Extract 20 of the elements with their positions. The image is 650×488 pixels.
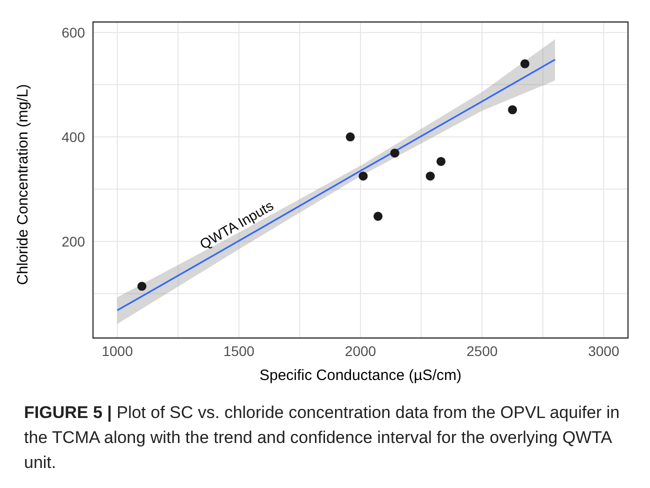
point xyxy=(508,105,518,114)
point xyxy=(520,59,530,68)
y-tick-label: 600 xyxy=(62,24,86,40)
point xyxy=(346,132,355,142)
point xyxy=(358,172,368,181)
x-tick-label: 2000 xyxy=(344,342,376,359)
point xyxy=(390,148,400,158)
point xyxy=(426,172,435,181)
point xyxy=(436,156,446,166)
x-tick-label: 1000 xyxy=(102,342,134,359)
point xyxy=(137,282,146,291)
y-tick-label: 400 xyxy=(62,128,86,145)
point xyxy=(373,212,383,221)
x-tick-label: 1500 xyxy=(223,342,255,359)
x-tick-label: 3000 xyxy=(588,342,620,359)
x-axis-title: Specific Conductance (µS/cm) xyxy=(259,367,462,384)
y-axis-title: Chloride Concentration (mg/L) xyxy=(14,84,32,285)
x-tick-label: 2500 xyxy=(466,342,498,359)
caption: FIGURE 5 | Plot of SC vs. chloride concentration data from the OPVL aquifer in the TCMA along with the trend and confidence interval for the overlying QWTA unit. xyxy=(24,402,621,474)
y-tick-label: 200 xyxy=(62,233,86,250)
